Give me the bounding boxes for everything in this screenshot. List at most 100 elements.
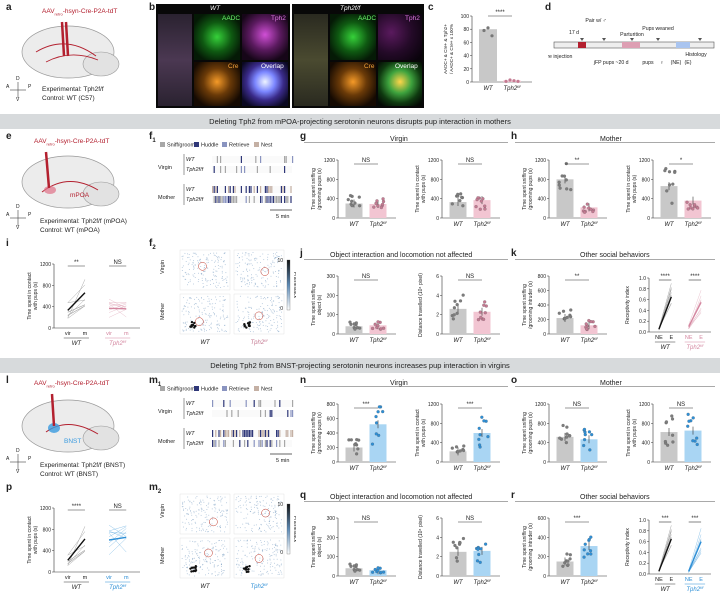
data-point [665, 189, 669, 193]
y-tick-label: 200 [538, 555, 547, 561]
data-point [358, 204, 362, 208]
trace-dot [183, 330, 185, 332]
data-point [476, 318, 481, 322]
trace-dot [222, 309, 224, 311]
trace-dot [223, 570, 225, 572]
trace-dot [240, 574, 242, 576]
y-axis-label: Receptivity index [625, 528, 631, 566]
trace-dot [208, 569, 210, 571]
x-tick-label: WT [349, 466, 360, 472]
trace-dot [206, 258, 208, 260]
trace-dot [259, 324, 261, 326]
y-tick-label: 1200 [639, 402, 650, 408]
x-tick-label: WT [453, 222, 464, 228]
trace-dot [272, 520, 274, 522]
trace-dot [281, 300, 283, 302]
trace-dot [186, 567, 188, 569]
trace-dot [270, 319, 272, 321]
y-tick-label: 0.8 [639, 529, 646, 535]
trace-dot [216, 526, 218, 528]
trace-dot [263, 540, 265, 542]
sig-label: *** [573, 516, 581, 522]
trace-dot [246, 264, 248, 266]
y-tick-label: 300 [327, 516, 336, 522]
trace-dot [210, 303, 212, 305]
trace-dot [189, 279, 191, 281]
trace-dot [217, 327, 219, 329]
ethogram-event [280, 196, 282, 203]
timeline-arrow [580, 38, 584, 41]
data-point [477, 426, 481, 430]
ethogram-event [213, 166, 215, 173]
ethogram-event [218, 440, 220, 447]
trace-dot [278, 564, 280, 566]
trace-dot [226, 282, 228, 284]
y-label-line: /grooming pups (s) [317, 168, 323, 210]
y-label-line: Time spent sniffing [522, 284, 528, 326]
trace-dot [244, 527, 246, 529]
trace-dot [221, 270, 223, 272]
trace-dot [222, 572, 224, 574]
trace-dot [184, 522, 186, 524]
trace-dot [253, 285, 255, 287]
trace-dot [248, 498, 250, 500]
trace-dot [206, 531, 208, 533]
trace-dot [206, 509, 208, 511]
trace-dot [279, 566, 281, 568]
colorbar-min: 0 [280, 550, 283, 556]
data-point [349, 438, 353, 442]
trace-dot [249, 269, 251, 271]
trace-dot [258, 549, 260, 551]
legend-swatch [254, 386, 259, 391]
trace-dot [259, 255, 261, 257]
trace-dot [253, 512, 255, 514]
ethogram-track [212, 196, 292, 203]
trace-dot [276, 256, 278, 258]
trace-dot [200, 514, 202, 516]
trace-dot [264, 286, 266, 288]
trace-dot [279, 256, 281, 258]
trace-dot [217, 260, 219, 262]
x-tick-label: Tph2f/f [369, 220, 387, 228]
trace-dot [260, 495, 262, 497]
x-tick-label: WT [349, 580, 360, 586]
data-point [477, 552, 481, 557]
trace-dot [198, 272, 200, 274]
trace-dot [241, 572, 243, 574]
overlap-label-wt: Overlap [261, 63, 284, 70]
data-point [479, 199, 483, 203]
trace-dot [218, 267, 220, 269]
data-point [508, 78, 512, 82]
subject-line-tph [108, 532, 127, 553]
data-point [456, 192, 460, 196]
trace-dot [249, 282, 251, 284]
trace-dot [194, 303, 196, 305]
data-point [663, 439, 668, 444]
trace-dot [219, 525, 221, 527]
x-tick-label: E [669, 577, 673, 583]
tph2-label-tph: Tph2 [405, 15, 420, 22]
x-tick-label: E [669, 335, 673, 341]
trace-dot [215, 285, 217, 287]
trace-dot [181, 256, 183, 258]
trace-dot [198, 527, 200, 529]
trace-dot [187, 555, 189, 557]
trace-dot [227, 551, 229, 553]
subject-line-tph [108, 538, 127, 555]
group-label: WT [72, 585, 83, 591]
mean-line-wt [67, 538, 86, 561]
y-tick-label: 0 [543, 332, 546, 338]
trace-dot [280, 326, 282, 328]
trace-dot [185, 507, 187, 509]
trace-dot [265, 281, 267, 283]
trace-dot [261, 544, 263, 546]
timeline-arrow [656, 38, 660, 41]
data-point [587, 318, 591, 323]
trace-dot [272, 565, 274, 567]
data-point [590, 433, 594, 437]
trace-dot [200, 552, 202, 554]
trace-dot [199, 552, 201, 554]
